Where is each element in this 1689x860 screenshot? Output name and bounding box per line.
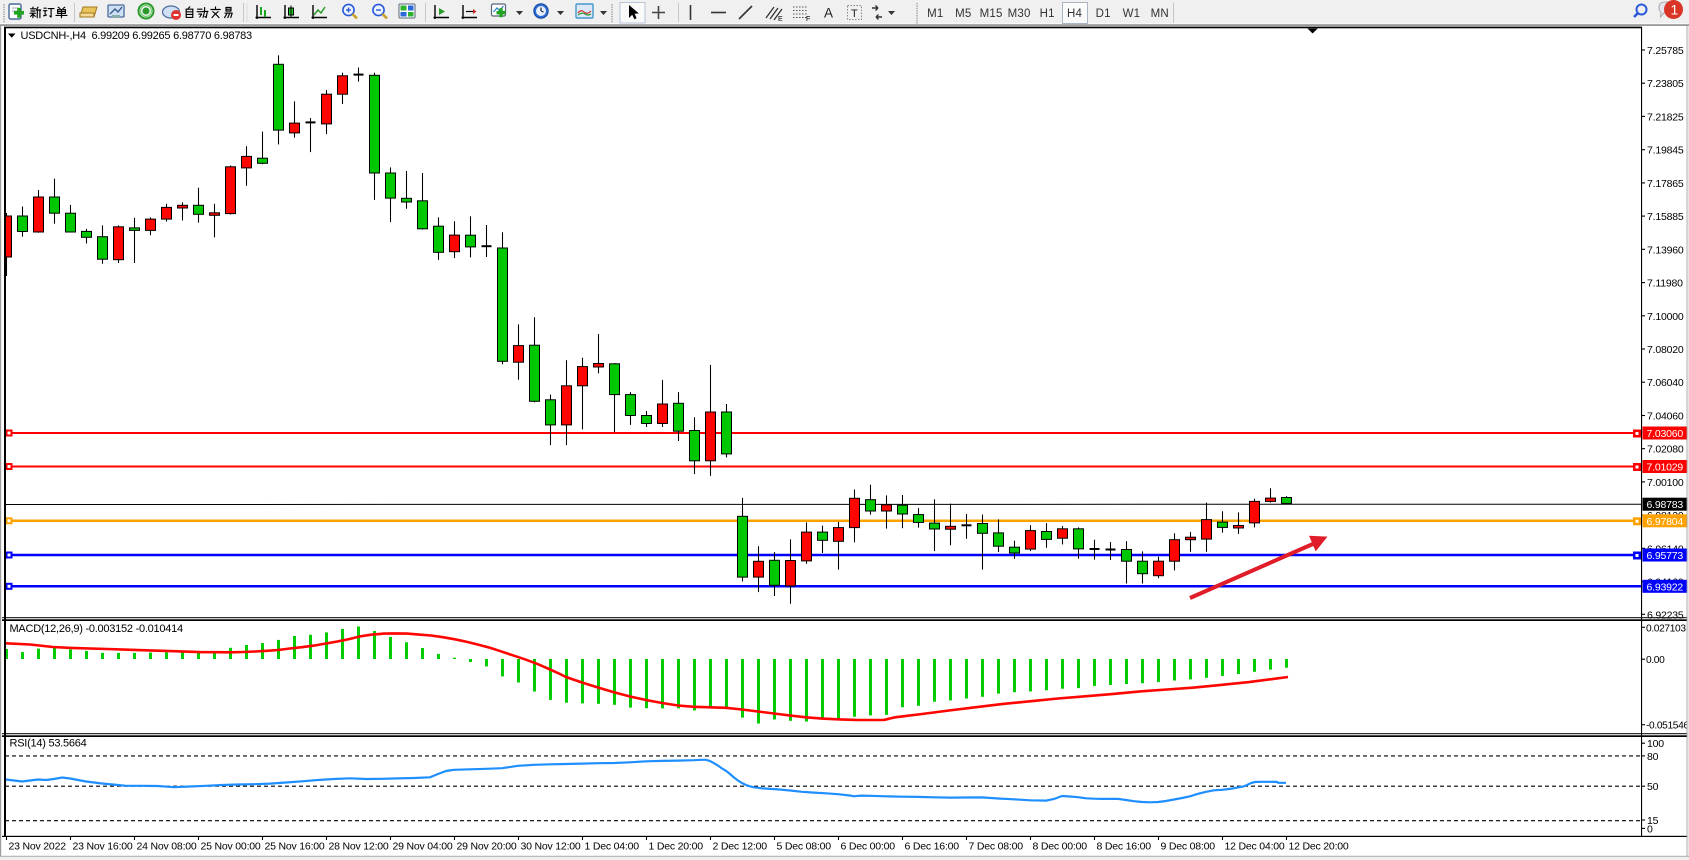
svg-text:2 Dec 12:00: 2 Dec 12:00 (713, 841, 768, 853)
svg-text:28 Nov 12:00: 28 Nov 12:00 (329, 841, 389, 853)
svg-text:80: 80 (1647, 751, 1659, 763)
svg-text:30 Nov 12:00: 30 Nov 12:00 (521, 841, 581, 853)
svg-text:D1: D1 (1096, 8, 1111, 20)
svg-text:7.21825: 7.21825 (1647, 111, 1684, 123)
svg-text:H4: H4 (1067, 8, 1083, 20)
svg-text:29 Nov 04:00: 29 Nov 04:00 (393, 841, 453, 853)
svg-text:6.92235: 6.92235 (1647, 609, 1684, 621)
svg-text:6.95773: 6.95773 (1647, 550, 1684, 562)
svg-text:6 Dec 16:00: 6 Dec 16:00 (905, 841, 960, 853)
svg-text:50: 50 (1647, 781, 1659, 793)
svg-text:100: 100 (1647, 738, 1664, 750)
svg-text:25 Nov 16:00: 25 Nov 16:00 (265, 841, 325, 853)
svg-text:5 Dec 08:00: 5 Dec 08:00 (777, 841, 832, 853)
svg-text:7.13960: 7.13960 (1647, 244, 1684, 256)
svg-text:8 Dec 00:00: 8 Dec 00:00 (1033, 841, 1088, 853)
svg-text:0.027103: 0.027103 (1646, 623, 1686, 634)
svg-text:A: A (824, 6, 833, 21)
svg-text:M5: M5 (955, 8, 971, 20)
svg-text:H1: H1 (1040, 8, 1055, 20)
svg-text:25 Nov 00:00: 25 Nov 00:00 (201, 841, 261, 853)
svg-text:7.25785: 7.25785 (1647, 45, 1684, 57)
svg-text:1: 1 (1671, 2, 1679, 18)
svg-text:23 Nov 2022: 23 Nov 2022 (9, 841, 67, 853)
svg-text:W1: W1 (1123, 8, 1141, 20)
svg-text:12 Dec 20:00: 12 Dec 20:00 (1289, 841, 1349, 853)
svg-text:M15: M15 (980, 8, 1003, 20)
svg-text:15: 15 (1647, 815, 1659, 827)
svg-text:12 Dec 04:00: 12 Dec 04:00 (1225, 841, 1285, 853)
svg-text:MACD(12,26,9) -0.003152 -0.010: MACD(12,26,9) -0.003152 -0.010414 (10, 623, 183, 635)
svg-text:T: T (851, 8, 858, 20)
svg-text:7.10000: 7.10000 (1647, 311, 1684, 323)
svg-text:7 Dec 08:00: 7 Dec 08:00 (969, 841, 1024, 853)
svg-text:1 Dec 20:00: 1 Dec 20:00 (649, 841, 704, 853)
svg-text:6.97804: 6.97804 (1647, 516, 1684, 528)
svg-text:23 Nov 16:00: 23 Nov 16:00 (73, 841, 133, 853)
svg-text:7.01029: 7.01029 (1647, 462, 1684, 474)
svg-text:8 Dec 16:00: 8 Dec 16:00 (1097, 841, 1152, 853)
svg-text:6.93922: 6.93922 (1647, 581, 1684, 593)
svg-text:7.02080: 7.02080 (1647, 444, 1684, 456)
svg-text:7.11980: 7.11980 (1647, 278, 1683, 290)
svg-text:6.98783: 6.98783 (1647, 499, 1684, 511)
svg-text:7.06040: 7.06040 (1647, 377, 1684, 389)
svg-text:RSI(14) 53.5664: RSI(14) 53.5664 (10, 738, 87, 750)
svg-text:E: E (778, 16, 783, 23)
svg-text:7.15885: 7.15885 (1647, 211, 1684, 223)
svg-text:24 Nov 08:00: 24 Nov 08:00 (137, 841, 197, 853)
svg-text:M1: M1 (927, 8, 943, 20)
svg-text:9 Dec 08:00: 9 Dec 08:00 (1161, 841, 1216, 853)
svg-text:USDCNH-,H4 6.99209 6.99265 6.: USDCNH-,H4 6.99209 6.99265 6.98770 6.987… (21, 30, 253, 42)
svg-text:0.00: 0.00 (1646, 655, 1665, 666)
svg-text:F: F (806, 16, 810, 23)
svg-text:6 Dec 00:00: 6 Dec 00:00 (841, 841, 896, 853)
svg-text:29 Nov 20:00: 29 Nov 20:00 (457, 841, 517, 853)
svg-text:7.00100: 7.00100 (1647, 477, 1684, 489)
svg-text:MN: MN (1151, 8, 1169, 20)
svg-text:7.23805: 7.23805 (1647, 78, 1684, 90)
svg-text:7.08020: 7.08020 (1647, 344, 1684, 356)
svg-text:7.17865: 7.17865 (1647, 178, 1684, 190)
svg-text:-0.051546: -0.051546 (1646, 721, 1689, 732)
svg-text:7.04060: 7.04060 (1647, 411, 1684, 423)
svg-text:0: 0 (1647, 823, 1653, 835)
svg-text:M30: M30 (1008, 8, 1031, 20)
svg-text:7.19845: 7.19845 (1647, 145, 1684, 157)
svg-text:1 Dec 04:00: 1 Dec 04:00 (585, 841, 640, 853)
svg-text:7.03060: 7.03060 (1647, 428, 1684, 440)
